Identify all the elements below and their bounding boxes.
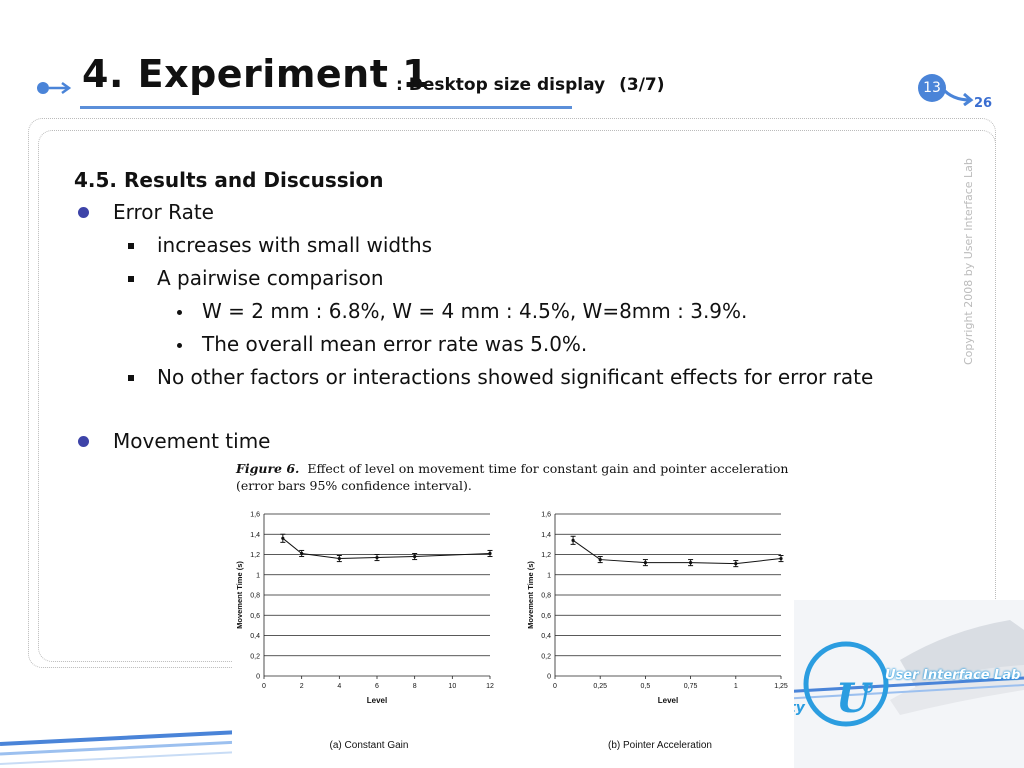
- bullet-small-dot: [177, 343, 182, 348]
- y-tick-label: 0,6: [541, 613, 551, 620]
- part-indicator: (3/7): [619, 75, 665, 95]
- x-tick-label: 1,25: [774, 683, 788, 690]
- current-page-badge: 13: [918, 74, 946, 102]
- data-point: [571, 538, 575, 542]
- data-point: [375, 555, 379, 560]
- x-tick-label: 0: [553, 683, 557, 690]
- bullet-small-dot: [177, 310, 182, 315]
- x-tick-label: 0,25: [593, 683, 607, 690]
- logo-text: User Interface Lab: [885, 668, 1021, 683]
- y-tick-label: 1,6: [541, 512, 551, 519]
- charts-svg: 00,20,40,60,811,21,41,60 2 4 6 8 10 12LevelMov…: [235, 512, 788, 752]
- x-tick-label: 0,5: [641, 683, 651, 690]
- page-subtitle: : Desktop size display (3/7): [396, 75, 665, 95]
- x-tick-label: 0,75: [684, 683, 698, 690]
- y-tick-label: 0,2: [250, 653, 260, 660]
- x-tick-label: 6: [375, 683, 379, 690]
- data-point: [598, 557, 602, 562]
- data-point: [281, 536, 285, 540]
- x-tick-label: 8: [413, 683, 417, 690]
- y-tick-label: 1,2: [250, 552, 260, 559]
- page-arrow-icon: [940, 87, 974, 106]
- header-arrow-icon: [37, 81, 72, 95]
- y-tick-label: 1,4: [250, 532, 260, 539]
- series-line: [282, 537, 491, 560]
- x-tick-label: 0: [262, 683, 266, 690]
- data-point: [734, 562, 738, 566]
- bullet-square: [128, 276, 134, 282]
- data-point: [779, 556, 783, 561]
- bullet-dot: [78, 207, 89, 218]
- sub-bullet-pairwise: A pairwise comparison: [157, 266, 384, 290]
- y-tick-label: 0,4: [250, 633, 260, 640]
- subsub-bullet-widths-values: W = 2 mm : 6.8%, W = 4 mm : 4.5%, W=8mm …: [202, 299, 748, 323]
- copyright-text: Copyright 2008 by User Interface Lab: [962, 158, 975, 365]
- x-axis-label: Level: [658, 696, 678, 705]
- y-tick-label: 1: [547, 572, 551, 579]
- y-tick-label: 0,4: [541, 633, 551, 640]
- section-heading: 4.5. Results and Discussion: [74, 168, 384, 192]
- bullet-square: [128, 375, 134, 381]
- figure-caption-text: Effect of level on movement time for con…: [236, 461, 789, 493]
- y-tick-label: 0,8: [250, 593, 260, 600]
- copyright-notice: Copyright 2008 by User Interface Lab: [960, 158, 984, 370]
- figure-caption: Figure 6. Effect of level on movement ti…: [236, 460, 792, 494]
- data-point: [337, 556, 341, 561]
- subtitle-text: : Desktop size display: [396, 75, 606, 95]
- figure-label: Figure 6.: [236, 461, 300, 476]
- x-axis-label: Level: [367, 696, 387, 705]
- y-axis-label: Movement Time (s): [526, 561, 535, 629]
- x-tick-label: 2: [300, 683, 304, 690]
- figure: Figure 6. Effect of level on movement ti…: [232, 458, 794, 768]
- x-tick-label: 4: [337, 683, 341, 690]
- subplot-title: (a) Constant Gain: [330, 740, 409, 751]
- bullet-square: [128, 243, 134, 249]
- data-point: [413, 554, 417, 559]
- y-tick-label: 0,2: [541, 653, 551, 660]
- y-tick-label: 1,4: [541, 532, 551, 539]
- bullet-movement-time: Movement time: [113, 429, 271, 453]
- page-title: 4. Experiment 1: [82, 52, 430, 96]
- y-tick-label: 0: [547, 674, 551, 681]
- data-point: [300, 551, 304, 556]
- x-tick-label: 10: [448, 683, 456, 690]
- x-tick-label: 1: [734, 683, 738, 690]
- sub-bullet-widths: increases with small widths: [157, 233, 433, 257]
- subsub-bullet-mean-error: The overall mean error rate was 5.0%.: [202, 332, 588, 356]
- y-axis-label: Movement Time (s): [235, 561, 244, 629]
- sub-bullet-no-other-factors: No other factors or interactions showed …: [157, 365, 874, 389]
- y-tick-label: 0: [256, 674, 260, 681]
- series-line: [572, 539, 782, 565]
- bullet-dot: [78, 436, 89, 447]
- svg-text:U: U: [836, 675, 873, 722]
- y-tick-label: 1,2: [541, 552, 551, 559]
- x-tick-label: 12: [486, 683, 494, 690]
- title-underline: [80, 106, 572, 109]
- data-point: [689, 561, 693, 565]
- y-tick-label: 0,6: [250, 613, 260, 620]
- y-tick-label: 1: [256, 572, 260, 579]
- lab-logo: U: [780, 600, 1024, 768]
- decorative-stripes: [0, 730, 240, 765]
- y-tick-label: 1,6: [250, 512, 260, 519]
- total-pages: 26: [974, 96, 993, 111]
- y-tick-label: 0,8: [541, 593, 551, 600]
- data-point: [643, 561, 647, 565]
- data-point: [488, 551, 492, 556]
- subplot-title: (b) Pointer Acceleration: [608, 740, 712, 751]
- bullet-error-rate: Error Rate: [113, 200, 214, 224]
